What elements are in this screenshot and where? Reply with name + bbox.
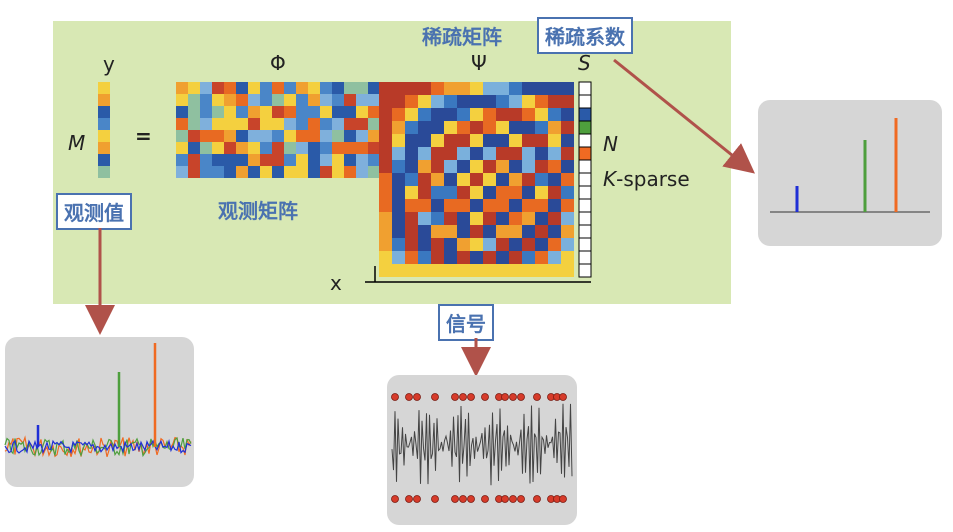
n-symbol: N bbox=[603, 132, 618, 156]
sparse-coeff-label: 稀疏系数 bbox=[537, 17, 633, 54]
y-symbol: y bbox=[103, 52, 115, 76]
sparse-matrix-label: 稀疏矩阵 bbox=[422, 25, 502, 49]
sparse-coeff-plot bbox=[758, 100, 942, 246]
psi-matrix bbox=[379, 82, 574, 277]
x-bracket bbox=[365, 266, 591, 283]
m-symbol: M bbox=[68, 131, 86, 155]
phi-matrix bbox=[176, 82, 380, 178]
signal-label: 信号 bbox=[438, 304, 494, 341]
k-sparse-text: -sparse bbox=[616, 167, 690, 191]
signal-plot bbox=[387, 375, 577, 525]
observed-value-label: 观测值 bbox=[56, 193, 132, 230]
observed-signal bbox=[4, 343, 192, 458]
observed-value-plot bbox=[4, 337, 194, 487]
y-vector bbox=[98, 82, 110, 178]
arrow-coeff bbox=[613, 58, 756, 174]
k-sparse-label: K-sparse bbox=[603, 167, 690, 191]
s-symbol: S bbox=[578, 51, 591, 75]
signal-waveform bbox=[391, 393, 573, 503]
psi-symbol: Ψ bbox=[471, 51, 487, 75]
x-symbol: x bbox=[330, 271, 342, 295]
phi-symbol: Φ bbox=[270, 51, 286, 75]
s-vector bbox=[578, 81, 592, 278]
equals-sign: = bbox=[135, 124, 152, 148]
sparse-coeff-spikes bbox=[770, 118, 930, 213]
observation-matrix-label: 观测矩阵 bbox=[218, 199, 298, 223]
